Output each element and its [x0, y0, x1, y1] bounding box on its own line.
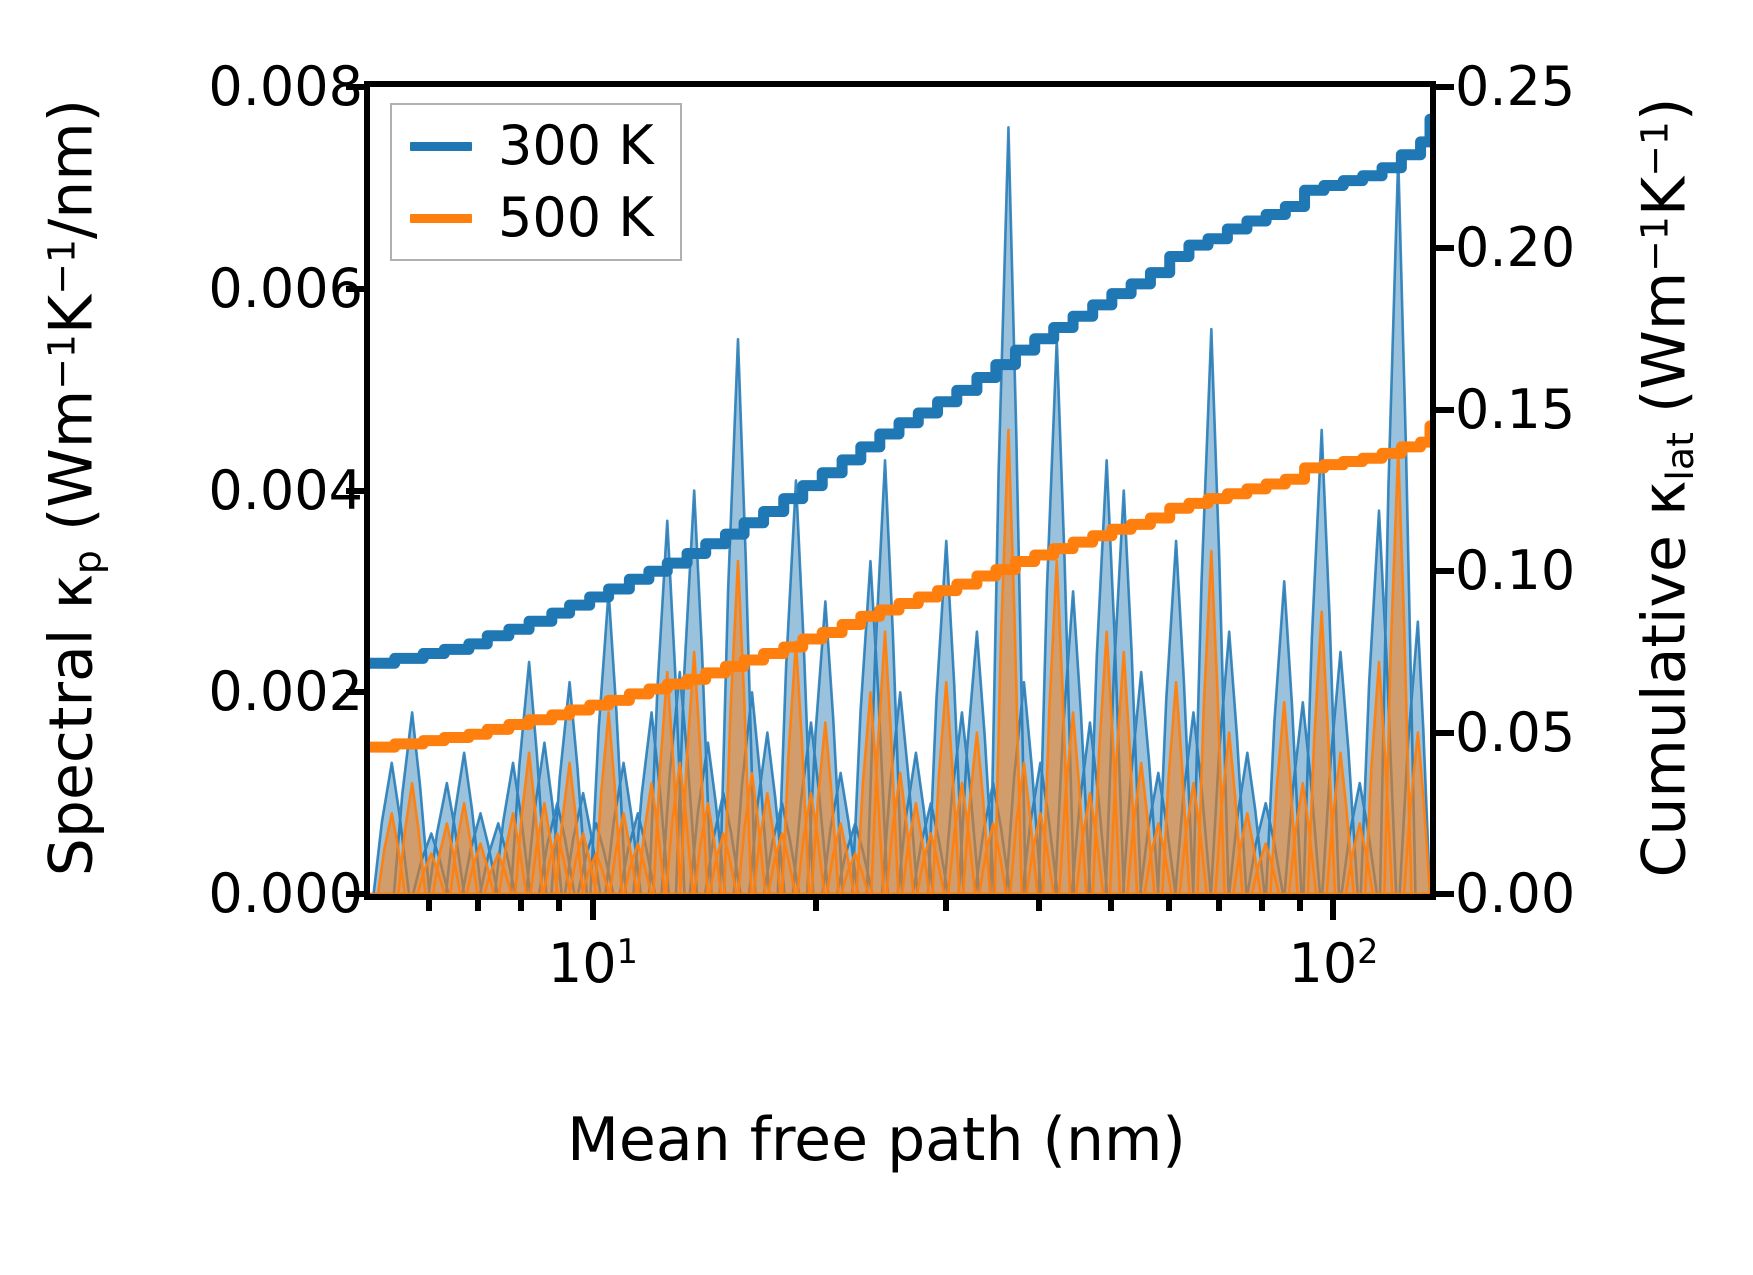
series-300k-cumulative-line	[370, 113, 1430, 669]
y-left-tick-label: 0.004	[208, 458, 363, 522]
series-500k-spectral-fill	[370, 428, 1430, 894]
y-axis-left-title: Spectral κp (Wm−1K−1/nm)	[36, 98, 109, 877]
x-minor-tick-mark	[1107, 898, 1114, 911]
x-major-tick-mark	[589, 898, 596, 920]
x-tick-label: 101	[547, 932, 638, 995]
plot-inner	[370, 87, 1430, 894]
x-minor-tick-mark	[518, 898, 525, 911]
y-left-tick-label: 0.000	[208, 862, 363, 925]
y-left-tick-label: 0.002	[208, 660, 363, 724]
x-minor-tick-mark	[1035, 898, 1042, 911]
x-minor-tick-mark	[1166, 898, 1173, 911]
x-minor-tick-mark	[943, 898, 950, 911]
chart-svg	[370, 113, 1430, 894]
y-left-tick-mark	[346, 487, 366, 494]
y-left-tick-mark	[346, 891, 366, 897]
x-axis-title: Mean free path (nm)	[567, 1105, 1186, 1175]
series-500k-cumulative-line	[370, 420, 1430, 753]
legend-label-300k: 300 K	[498, 114, 654, 177]
y-right-tick-label: 0.20	[1455, 216, 1576, 280]
legend-swatch-500k	[410, 213, 472, 223]
y-right-tick-mark	[1434, 891, 1454, 897]
legend-swatch-300k	[410, 141, 472, 151]
y-right-tick-mark	[1434, 406, 1454, 413]
chart-legend[interactable]: 300 K 500 K	[390, 103, 682, 261]
y-right-tick-label: 0.10	[1455, 539, 1576, 603]
x-minor-tick-mark	[556, 898, 563, 911]
y-left-tick-label: 0.006	[208, 256, 363, 320]
y-right-tick-label: 0.00	[1455, 862, 1576, 925]
y-left-tick-mark	[346, 285, 366, 292]
x-tick-label: 102	[1288, 932, 1379, 995]
x-minor-tick-mark	[1258, 898, 1265, 911]
legend-entry-300k[interactable]: 300 K	[410, 119, 654, 173]
y-right-tick-mark	[1434, 729, 1454, 736]
x-minor-tick-mark	[425, 898, 432, 911]
y-left-tick-mark	[346, 689, 366, 696]
x-minor-tick-mark	[812, 898, 819, 911]
x-minor-tick-mark	[475, 898, 482, 911]
x-major-tick-mark	[1330, 898, 1337, 920]
y-left-tick-mark	[346, 84, 366, 90]
y-axis-right-title: Cumulative κlat (Wm−1K−1)	[1629, 97, 1702, 878]
y-right-tick-label: 0.15	[1455, 377, 1576, 441]
y-right-tick-mark	[1434, 245, 1454, 252]
kappa-p-symbol: κp	[36, 550, 109, 610]
legend-entry-500k[interactable]: 500 K	[410, 191, 654, 245]
x-minor-tick-mark	[1215, 898, 1222, 911]
y-right-tick-label: 0.25	[1455, 55, 1576, 118]
kappa-lat-symbol: κlat	[1629, 432, 1702, 516]
y-left-tick-label: 0.008	[208, 55, 363, 118]
x-minor-tick-mark	[1296, 898, 1303, 911]
y-right-tick-label: 0.05	[1455, 700, 1576, 764]
y-right-tick-mark	[1434, 84, 1454, 90]
plot-area[interactable]	[364, 81, 1436, 900]
legend-label-500k: 500 K	[498, 186, 654, 249]
y-right-tick-mark	[1434, 568, 1454, 575]
